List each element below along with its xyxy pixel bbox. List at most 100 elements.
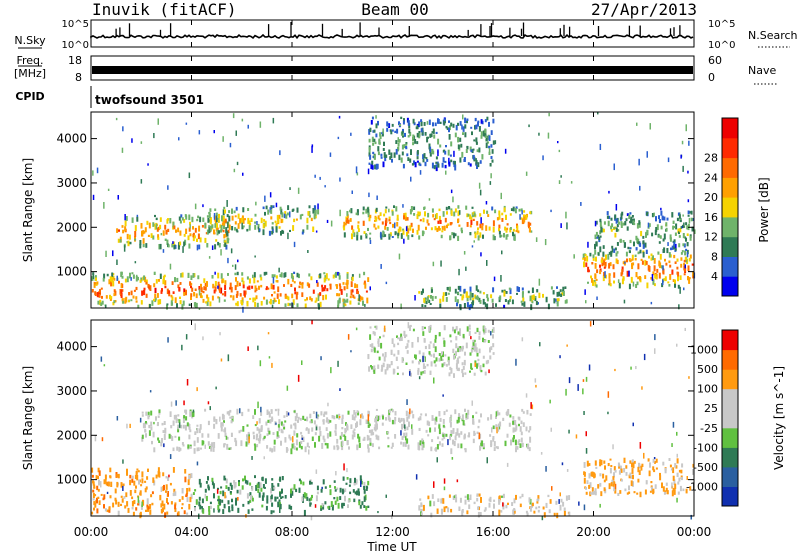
power-cell: [312, 208, 315, 214]
velocity-cell: [241, 485, 244, 490]
power-cell: [371, 136, 374, 143]
power-cell: [176, 303, 178, 308]
power-cell: [122, 126, 124, 132]
velocity-cell: [387, 415, 390, 421]
velocity-cell: [438, 411, 441, 417]
power-cell: [219, 224, 222, 229]
power-cell: [667, 281, 670, 284]
power-cell: [521, 287, 524, 291]
velocity-cell: [318, 426, 321, 431]
velocity-cell: [213, 417, 216, 422]
power-cell: [445, 170, 447, 175]
velocity-cell: [649, 462, 651, 468]
power-cell: [436, 161, 439, 165]
velocity-cell: [436, 508, 439, 514]
power-cell: [197, 233, 200, 240]
velocity-cell: [294, 422, 297, 427]
velocity-cell: [227, 486, 230, 491]
power-cell: [214, 244, 217, 250]
power-cell: [594, 243, 596, 250]
velocity-cell: [303, 509, 306, 516]
velocity-cell: [456, 479, 459, 483]
velocity-cell: [476, 494, 479, 497]
power-cell: [185, 228, 188, 234]
power-heatmap-cells: [91, 112, 696, 313]
velocity-cell: [117, 473, 120, 479]
velocity-cell: [204, 408, 207, 412]
power-cell: [426, 219, 429, 224]
velocity-cell: [405, 410, 408, 416]
velocity-cell: [378, 446, 381, 450]
velocity-cell: [531, 502, 534, 507]
velocity-cell: [420, 504, 423, 507]
velocity-cell: [591, 487, 594, 492]
velocity-cell: [492, 436, 495, 440]
velocity-cell: [542, 506, 545, 510]
power-cell: [130, 299, 133, 302]
velocity-cell: [363, 496, 366, 502]
power-cell: [676, 266, 679, 270]
velocity-cell: [406, 350, 409, 354]
power-cell: [338, 273, 341, 277]
power-cell: [635, 284, 638, 288]
power-cell: [683, 236, 686, 239]
power-cell: [205, 301, 208, 304]
power-cell: [361, 297, 364, 301]
velocity-cell: [472, 418, 475, 425]
velocity-cell: [585, 448, 588, 454]
power-cell: [421, 230, 424, 237]
velocity-cell: [251, 497, 254, 502]
velocity-cell: [312, 411, 315, 414]
power-cell: [112, 280, 115, 287]
power-cell: [370, 164, 373, 169]
power-cell: [477, 162, 480, 168]
velocity-cell: [449, 421, 452, 428]
velocity-cell: [396, 372, 399, 375]
power-cell: [365, 233, 368, 239]
power-cell: [527, 290, 530, 294]
power-cell: [434, 122, 437, 127]
power-cell: [185, 122, 188, 125]
velocity-cell: [367, 435, 370, 441]
power-cell: [687, 226, 690, 231]
velocity-cell: [135, 485, 137, 489]
power-cell: [129, 272, 131, 279]
velocity-cell: [103, 494, 106, 500]
velocity-cell: [167, 476, 170, 481]
velocity-cell: [471, 400, 473, 406]
velocity-cell: [159, 494, 162, 501]
power-cell: [384, 209, 387, 214]
velocity-cell: [497, 425, 500, 432]
power-cell: [241, 118, 244, 122]
velocity-cell: [290, 505, 293, 510]
velocity-cell: [202, 508, 205, 514]
power-cell: [439, 219, 442, 224]
power-cell: [314, 174, 316, 178]
velocity-cell: [438, 441, 441, 446]
velocity-cell: [434, 427, 436, 432]
power-cell: [235, 206, 238, 211]
velocity-cell: [177, 424, 180, 430]
power-cell: [153, 133, 155, 139]
power-cell: [185, 289, 187, 296]
velocity-cell: [337, 502, 340, 509]
power-cell: [478, 297, 481, 303]
velocity-cell: [459, 497, 462, 503]
velocity-cell: [336, 444, 339, 448]
power-cell: [126, 233, 129, 240]
power-cell: [317, 203, 319, 210]
power-cell: [247, 217, 250, 224]
power-cell: [466, 296, 469, 302]
velocity-cell: [625, 465, 628, 469]
power-cell: [116, 228, 119, 233]
velocity-cell: [534, 378, 537, 383]
colorbar-tick-label: 8: [711, 250, 718, 263]
power-cell: [228, 210, 231, 214]
power-cell: [642, 251, 645, 258]
velocity-cell: [381, 364, 384, 371]
power-cell: [635, 247, 638, 251]
velocity-cell: [150, 410, 153, 416]
power-cell: [606, 211, 609, 216]
power-cell: [686, 233, 689, 236]
velocity-cell: [277, 424, 280, 428]
